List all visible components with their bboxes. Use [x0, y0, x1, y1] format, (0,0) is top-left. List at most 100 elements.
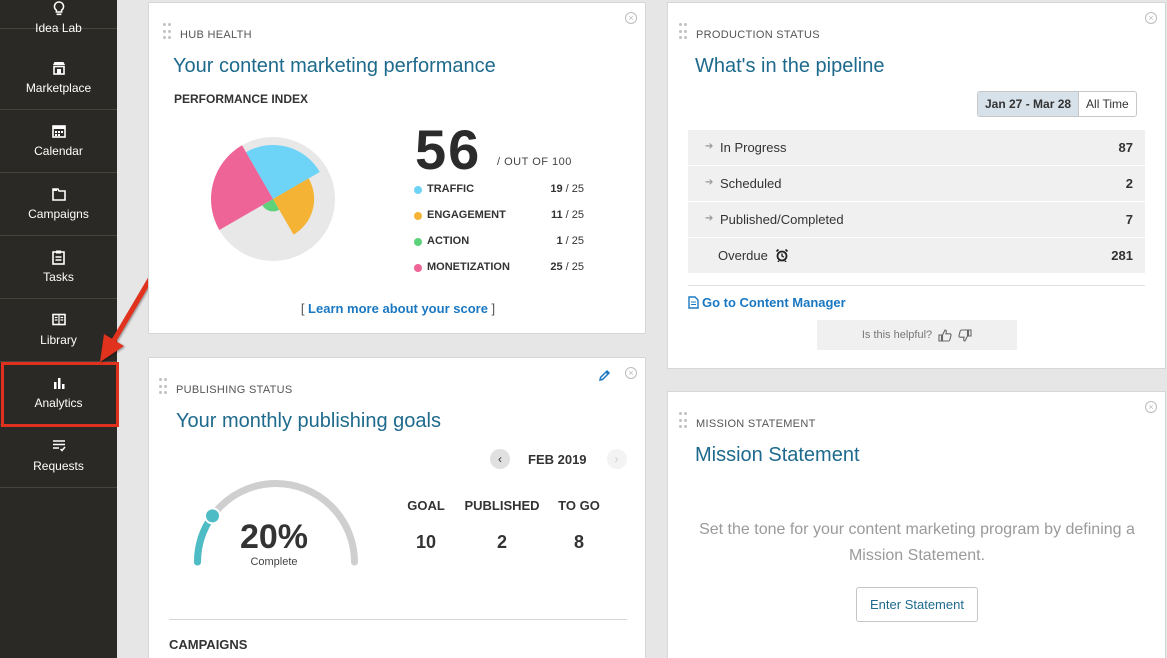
- performance-pie-chart: [211, 137, 335, 261]
- pipeline-count: 7: [1125, 212, 1133, 227]
- lightbulb-icon: [0, 1, 117, 17]
- close-icon[interactable]: ×: [625, 12, 637, 24]
- stat-published: PUBLISHED 2: [461, 498, 543, 553]
- performance-score: 56: [415, 118, 482, 181]
- pipeline-row-overdue[interactable]: Overdue 281: [688, 238, 1145, 274]
- thumbs-down-icon[interactable]: [958, 328, 972, 342]
- campaign-folder-icon: [0, 187, 117, 203]
- book-icon: [0, 313, 117, 329]
- legend-value: 11 / 25: [550, 209, 584, 221]
- legend-label: ACTION: [427, 235, 470, 247]
- sidebar-nav: Idea Lab Marketplace Calendar Campaigns …: [0, 0, 117, 658]
- pipeline-row-published[interactable]: ➔ Published/Completed 7: [688, 202, 1145, 238]
- gauge-knob: [203, 507, 221, 525]
- pipeline-count: 87: [1118, 140, 1133, 155]
- pipeline-label: Published/Completed: [720, 212, 844, 227]
- enter-statement-button[interactable]: Enter Statement: [856, 587, 978, 622]
- stat-to-go: TO GO 8: [551, 498, 607, 553]
- all-time-option[interactable]: All Time: [1086, 97, 1129, 111]
- mission-statement-card: × MISSION STATEMENT Mission Statement Se…: [667, 391, 1166, 658]
- pipeline-row-in-progress[interactable]: ➔ In Progress 87: [688, 130, 1145, 166]
- progress-gauge: [194, 480, 358, 566]
- helpful-text: Is this helpful?: [861, 329, 933, 341]
- sidebar-item-library[interactable]: Library: [0, 299, 117, 362]
- traffic-dot: [414, 186, 422, 194]
- pie-segment-monetization: [211, 145, 273, 230]
- legend-engagement: ENGAGEMENT 11 / 25: [414, 209, 584, 225]
- sidebar-item-idea-lab[interactable]: Idea Lab: [0, 0, 117, 35]
- gauge-percent: 20%: [239, 518, 309, 556]
- alarm-clock-icon: [775, 248, 788, 263]
- sidebar-item-label: Campaigns: [28, 207, 89, 221]
- score-out-of: / OUT OF 100: [497, 156, 572, 168]
- stat-label: GOAL: [407, 498, 445, 513]
- divider: [169, 619, 627, 620]
- chevron-right-icon[interactable]: ›: [606, 449, 627, 469]
- clipboard-icon: [0, 250, 117, 266]
- legend-value: 25 / 25: [550, 261, 584, 273]
- date-range-toggle: Jan 27 - Mar 28 All Time: [977, 91, 1137, 117]
- card-title: What's in the pipeline: [695, 55, 885, 77]
- close-icon[interactable]: ×: [1145, 12, 1157, 24]
- learn-more-link[interactable]: Learn more about your score: [308, 301, 488, 316]
- chevron-left-icon[interactable]: ‹: [490, 449, 510, 469]
- stat-value: 8: [573, 532, 584, 552]
- pipeline-label: In Progress: [720, 140, 787, 155]
- drag-handle-icon[interactable]: [163, 23, 171, 41]
- legend-value: 19 / 25: [550, 183, 584, 195]
- stat-value: 2: [496, 532, 507, 552]
- drag-handle-icon[interactable]: [679, 23, 687, 41]
- card-eyebrow: PRODUCTION STATUS: [696, 29, 820, 41]
- card-eyebrow: HUB HEALTH: [180, 29, 252, 41]
- stat-label: TO GO: [558, 498, 600, 513]
- arrow-right-icon: ➔: [705, 141, 714, 152]
- document-icon: [688, 296, 699, 309]
- pipeline-row-scheduled[interactable]: ➔ Scheduled 2: [688, 166, 1145, 202]
- pie-segment-action: [262, 199, 280, 212]
- sidebar-item-label: Calendar: [34, 144, 83, 158]
- month-label: FEB 2019: [528, 451, 587, 467]
- sidebar-item-marketplace[interactable]: Marketplace: [0, 47, 117, 110]
- card-title: Your monthly publishing goals: [176, 410, 441, 432]
- helpful-feedback: Is this helpful?: [817, 320, 1017, 350]
- date-range-option[interactable]: Jan 27 - Mar 28: [978, 92, 1080, 116]
- drag-handle-icon[interactable]: [159, 378, 167, 396]
- card-title: Mission Statement: [695, 444, 860, 466]
- close-icon[interactable]: ×: [625, 367, 637, 379]
- store-icon: [0, 61, 117, 77]
- pipeline-count: 2: [1125, 176, 1133, 191]
- gauge-complete-label: Complete: [250, 556, 298, 568]
- drag-handle-icon[interactable]: [679, 412, 687, 430]
- publishing-status-card: × PUBLISHING STATUS Your monthly publish…: [148, 357, 646, 658]
- card-eyebrow: MISSION STATEMENT: [696, 418, 816, 430]
- legend-label: TRAFFIC: [427, 183, 475, 195]
- sidebar-item-requests[interactable]: Requests: [0, 425, 117, 488]
- mission-empty-text: Set the tone for your content marketing …: [699, 521, 1135, 564]
- content-manager-link[interactable]: Go to Content Manager: [688, 295, 846, 310]
- calendar-icon: [0, 124, 117, 140]
- stat-label: PUBLISHED: [464, 498, 540, 513]
- month-navigator: ‹ FEB 2019 ›: [490, 449, 627, 469]
- action-dot: [414, 238, 422, 246]
- legend-monetization: MONETIZATION 25 / 25: [414, 261, 584, 277]
- sidebar-item-tasks[interactable]: Tasks: [0, 236, 117, 299]
- card-title: Your content marketing performance: [173, 55, 496, 77]
- pipeline-list: ➔ In Progress 87 ➔ Scheduled 2 ➔ Publish…: [688, 130, 1145, 274]
- sidebar-item-calendar[interactable]: Calendar: [0, 110, 117, 173]
- pie-segment-traffic: [245, 144, 320, 199]
- pipeline-count: 281: [1111, 248, 1133, 263]
- close-icon[interactable]: ×: [1145, 401, 1157, 413]
- sidebar-item-label: Analytics: [34, 396, 83, 410]
- engagement-dot: [414, 212, 422, 220]
- sidebar-item-label: Library: [40, 333, 77, 347]
- pipeline-label: Overdue: [718, 248, 789, 263]
- divider: [688, 285, 1145, 286]
- pipeline-label: Scheduled: [720, 176, 782, 191]
- edit-pencil-icon[interactable]: [598, 369, 611, 382]
- sidebar-item-campaigns[interactable]: Campaigns: [0, 173, 117, 236]
- legend-action: ACTION 1 / 25: [414, 235, 584, 251]
- hub-health-card: × HUB HEALTH Your content marketing perf…: [148, 2, 646, 334]
- sidebar-item-label: Idea Lab: [35, 21, 82, 35]
- campaigns-heading: CAMPAIGNS: [169, 637, 248, 652]
- thumbs-up-icon[interactable]: [938, 328, 952, 342]
